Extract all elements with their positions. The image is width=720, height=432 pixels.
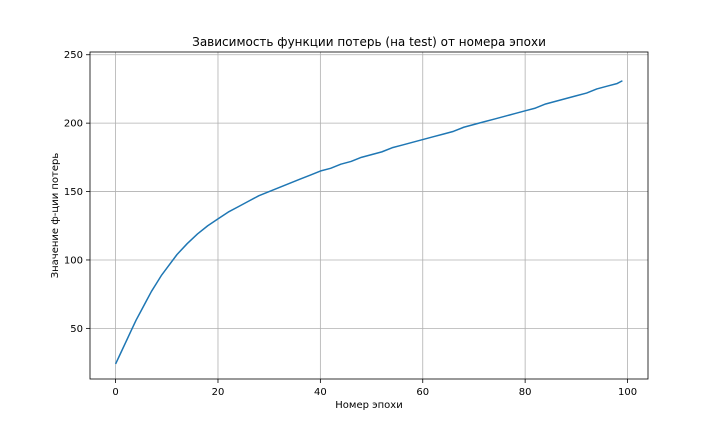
x-tick-label: 20 [212, 387, 225, 398]
y-axis-label: Значение ф-ции потерь [50, 153, 61, 279]
x-tick-label: 100 [618, 387, 637, 398]
tick-labels: 0 20 40 60 80 100 50 100 150 200 250 [64, 50, 637, 398]
y-tick-label: 250 [64, 50, 83, 61]
tick-marks [86, 54, 628, 383]
y-tick-label: 100 [64, 255, 83, 266]
x-tick-label: 0 [112, 387, 118, 398]
chart-title: Зависимость функции потерь (на test) от … [192, 35, 546, 49]
grid-lines [90, 52, 648, 379]
x-tick-label: 40 [314, 387, 327, 398]
y-tick-label: 200 [64, 119, 83, 130]
x-tick-label: 60 [416, 387, 429, 398]
loss-line [114, 80, 623, 365]
series-layer [114, 80, 623, 365]
y-tick-label: 50 [70, 324, 83, 335]
plot-frame [89, 51, 649, 380]
x-tick-label: 80 [519, 387, 532, 398]
y-tick-label: 150 [64, 187, 83, 198]
x-axis-label: Номер эпохи [335, 400, 402, 411]
